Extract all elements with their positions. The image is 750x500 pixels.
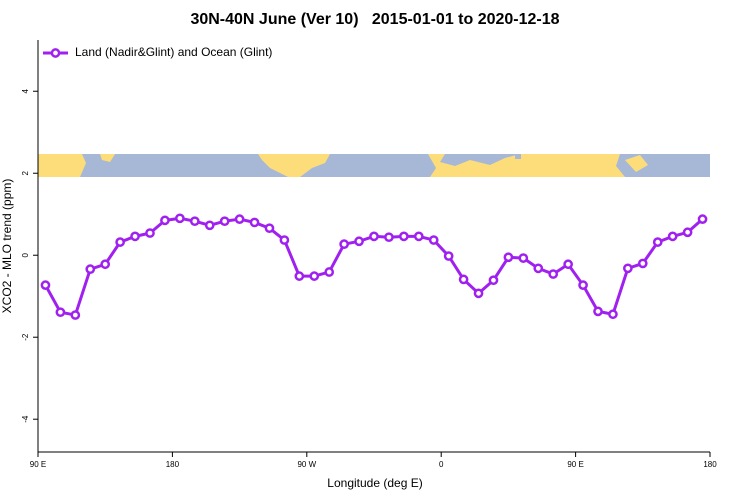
- data-point: [324, 267, 335, 277]
- data-point: [160, 215, 170, 226]
- data-point: [70, 310, 81, 320]
- data-point: [55, 307, 66, 318]
- data-point: [533, 263, 544, 274]
- x-axis-label: Longitude (deg E): [327, 476, 422, 490]
- data-point: [234, 214, 245, 224]
- data-point: [473, 288, 484, 299]
- x-tick-label: 90 E: [30, 460, 46, 469]
- data-point: [608, 309, 618, 320]
- data-point: [503, 252, 514, 263]
- data-point: [593, 306, 603, 317]
- data-point: [40, 280, 51, 291]
- data-point: [100, 259, 111, 270]
- data-point: [548, 269, 559, 279]
- data-point: [294, 271, 305, 281]
- data-point: [189, 216, 200, 227]
- data-point: [219, 216, 230, 227]
- data-point: [115, 237, 125, 247]
- data-point: [667, 231, 678, 242]
- y-axis-label: XCO2 - MLO trend (ppm): [0, 179, 14, 314]
- data-point: [204, 220, 215, 231]
- y-tick-label: -4: [21, 415, 30, 423]
- x-tick-label: 90 E: [567, 460, 583, 469]
- data-point: [697, 214, 708, 224]
- y-tick-label: 4: [21, 88, 30, 93]
- data-point: [518, 253, 529, 263]
- y-tick-label: 0: [21, 252, 30, 257]
- data-point: [428, 235, 439, 245]
- data-point: [130, 231, 140, 242]
- x-tick-label: 0: [439, 460, 444, 469]
- data-point: [458, 274, 469, 285]
- data-point: [145, 228, 155, 238]
- data-point: [623, 263, 633, 274]
- data-point: [339, 239, 349, 250]
- data-point: [488, 275, 499, 286]
- data-point: [309, 271, 320, 281]
- legend-marker: [50, 48, 61, 58]
- data-point: [384, 232, 394, 243]
- data-point: [578, 280, 588, 291]
- data-point: [85, 264, 96, 275]
- y-tick-label: 2: [21, 170, 30, 175]
- data-point: [264, 223, 275, 234]
- data-point: [443, 251, 454, 261]
- data-point: [249, 217, 260, 228]
- data-point: [279, 235, 290, 245]
- chart-title: 30N-40N June (Ver 10) 2015-01-01 to 2020…: [190, 11, 559, 28]
- legend-label: Land (Nadir&Glint) and Ocean (Glint): [75, 45, 272, 59]
- x-tick-label: 90 W: [297, 460, 316, 469]
- x-tick-label: 180: [703, 460, 717, 469]
- data-point: [682, 227, 693, 238]
- data-point: [637, 258, 648, 269]
- x-tick-label: 180: [166, 460, 180, 469]
- data-point: [175, 213, 185, 224]
- data-point: [354, 236, 364, 247]
- data-point: [652, 237, 663, 247]
- data-point: [369, 231, 379, 242]
- data-point: [413, 231, 424, 242]
- y-tick-label: -2: [21, 333, 30, 341]
- map-strip: [38, 154, 710, 177]
- data-point: [399, 231, 409, 242]
- data-point: [563, 259, 573, 270]
